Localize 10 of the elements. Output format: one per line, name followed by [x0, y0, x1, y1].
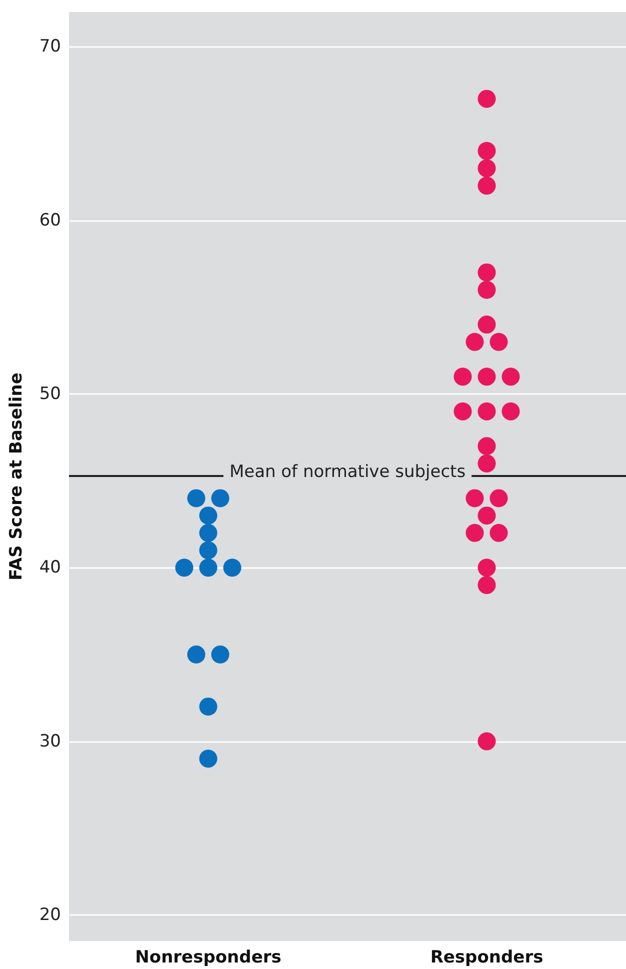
y-tick-label: 70: [39, 36, 61, 57]
y-tick-label: 30: [39, 731, 61, 752]
ref-line-label: Mean of normative subjects: [229, 462, 466, 482]
y-axis-title: FAS Score at Baseline: [6, 372, 26, 580]
y-tick-label: 40: [39, 558, 61, 578]
y-tick-label: 50: [39, 384, 61, 404]
x-tick-label: Nonresponders: [135, 948, 282, 968]
x-tick-label: Responders: [430, 948, 544, 968]
y-tick-label: 60: [39, 210, 61, 230]
y-tick-label: 20: [39, 904, 61, 925]
